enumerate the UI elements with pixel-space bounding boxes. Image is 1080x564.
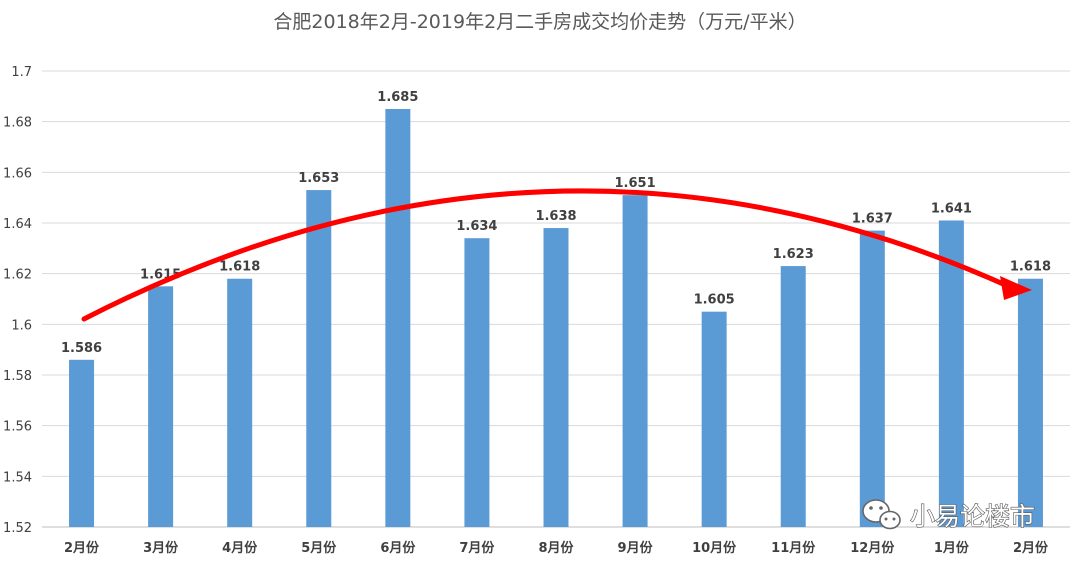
- y-tick-label: 1.52: [3, 521, 32, 536]
- bar: [1017, 278, 1043, 527]
- data-label: 1.634: [456, 219, 497, 234]
- trend-arrow-curve: [81, 188, 1013, 322]
- x-tick-label: 9月份: [618, 540, 654, 556]
- bar: [464, 238, 490, 527]
- bar: [859, 230, 885, 527]
- chart-title: 合肥2018年2月-2019年2月二手房成交均价走势（万元/平米）: [273, 11, 806, 33]
- trend-arrow-head: [1000, 276, 1032, 300]
- data-label: 1.653: [298, 171, 339, 186]
- data-label: 1.641: [931, 201, 972, 216]
- y-tick-label: 1.64: [3, 217, 32, 232]
- data-label: 1.685: [377, 90, 418, 105]
- x-axis: 2月份 3月份 4月份 5月份 6月份 7月份 8月份 9月份 10月份 11月份 12月份 1月份 2…: [64, 540, 1049, 556]
- watermark: 小易论楼市: [862, 499, 1036, 532]
- y-tick-label: 1.6: [11, 318, 32, 333]
- x-tick-label: 4月份: [222, 540, 258, 556]
- x-tick-label: 2月份: [64, 540, 100, 556]
- x-tick-label: 3月份: [143, 540, 179, 556]
- x-tick-label: 10月份: [692, 540, 737, 556]
- y-tick-label: 1.7: [11, 65, 32, 80]
- data-label: 1.586: [61, 341, 102, 356]
- data-label: 1.651: [615, 176, 656, 191]
- y-tick-label: 1.66: [3, 166, 32, 181]
- data-label: 1.618: [219, 260, 260, 275]
- bar: [622, 195, 648, 527]
- x-tick-label: 1月份: [934, 540, 970, 556]
- data-labels: 1.5861.6151.6181.6531.6851.6341.6381.651…: [61, 90, 1051, 356]
- bar: [69, 359, 95, 527]
- bar: [385, 109, 411, 527]
- x-tick-label: 11月份: [771, 540, 816, 556]
- bar: [780, 266, 806, 527]
- x-tick-label: 6月份: [380, 540, 416, 556]
- y-tick-label: 1.56: [3, 420, 32, 435]
- y-tick-label: 1.54: [3, 470, 32, 485]
- bar: [543, 228, 569, 528]
- trend-arrow: [81, 188, 1032, 322]
- x-tick-label: 12月份: [850, 540, 895, 556]
- x-tick-label: 8月份: [538, 540, 574, 556]
- bar: [227, 278, 253, 527]
- bar: [306, 190, 332, 528]
- y-axis: 1.52 1.54 1.56 1.58 1.6 1.62 1.64 1.66 1.68 1.7: [3, 65, 32, 536]
- y-tick-label: 1.58: [3, 369, 32, 384]
- bar: [938, 220, 964, 527]
- x-tick-label: 7月份: [459, 540, 495, 556]
- bar: [701, 311, 727, 527]
- data-label: 1.638: [535, 209, 576, 224]
- x-tick-label: 2月份: [1013, 540, 1049, 556]
- watermark-text: 小易论楼市: [910, 502, 1035, 531]
- data-label: 1.618: [1010, 260, 1051, 275]
- bars: [69, 109, 1043, 528]
- data-label: 1.605: [694, 293, 735, 308]
- data-label: 1.623: [773, 247, 814, 262]
- y-tick-label: 1.68: [3, 116, 32, 131]
- data-label: 1.637: [852, 212, 893, 227]
- bar: [148, 286, 174, 527]
- wechat-icon: [862, 499, 901, 530]
- y-tick-label: 1.62: [3, 268, 32, 283]
- x-tick-label: 5月份: [301, 540, 337, 556]
